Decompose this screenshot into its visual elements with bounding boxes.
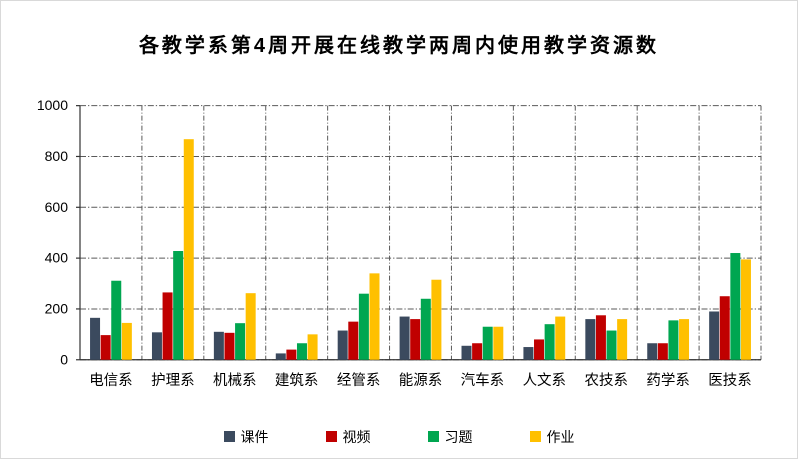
svg-text:200: 200 — [45, 300, 69, 316]
svg-text:800: 800 — [45, 148, 69, 164]
svg-text:0: 0 — [60, 351, 68, 367]
svg-text:能源系: 能源系 — [399, 372, 443, 389]
svg-text:医技系: 医技系 — [708, 372, 752, 389]
svg-text:600: 600 — [45, 199, 69, 215]
svg-text:经管系: 经管系 — [337, 372, 381, 389]
svg-text:人文系: 人文系 — [523, 372, 567, 389]
svg-text:建筑系: 建筑系 — [275, 372, 319, 389]
svg-text:农技系: 农技系 — [584, 372, 628, 389]
svg-text:汽车系: 汽车系 — [461, 372, 505, 389]
svg-text:药学系: 药学系 — [646, 372, 690, 389]
svg-text:机械系: 机械系 — [213, 372, 257, 389]
svg-text:电信系: 电信系 — [89, 372, 133, 389]
svg-text:护理系: 护理系 — [151, 372, 195, 389]
svg-text:400: 400 — [45, 250, 69, 266]
svg-text:1000: 1000 — [37, 97, 68, 113]
